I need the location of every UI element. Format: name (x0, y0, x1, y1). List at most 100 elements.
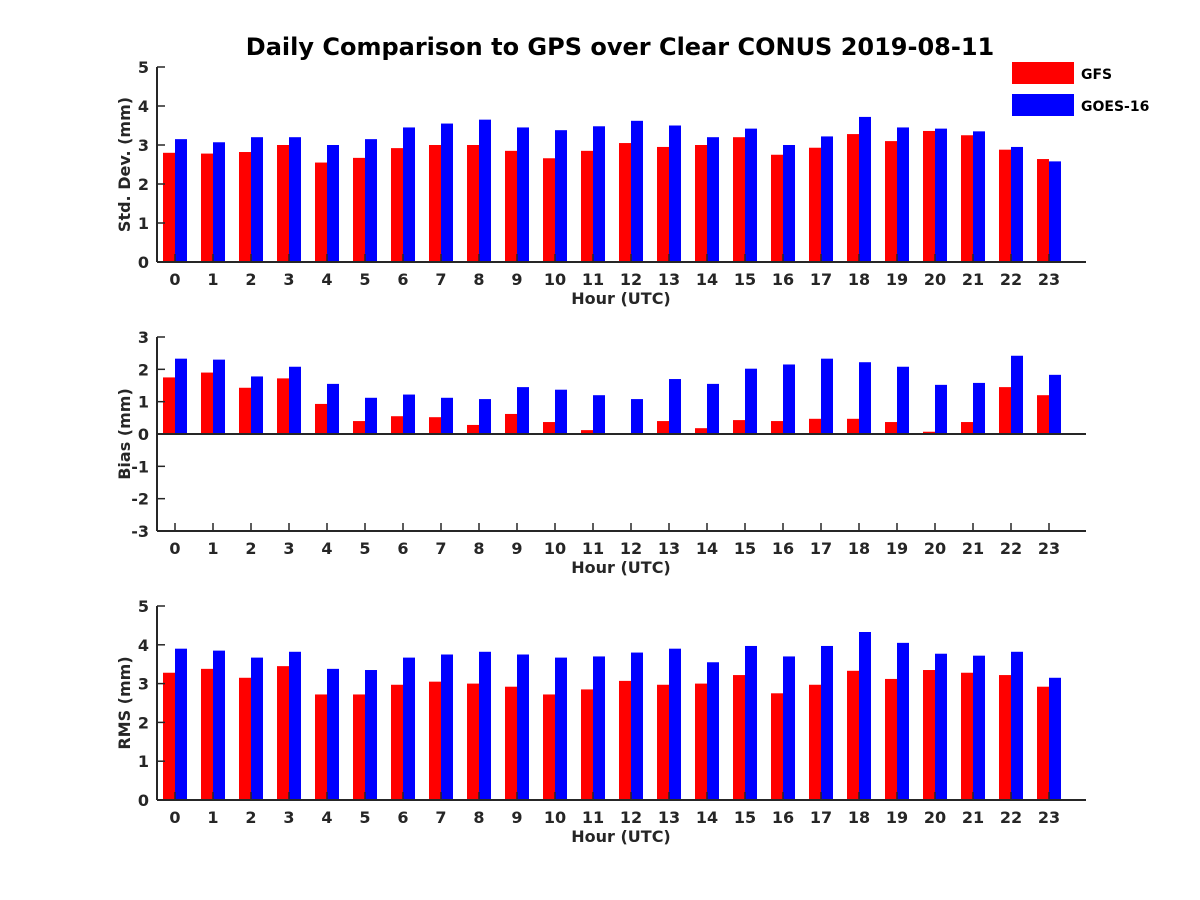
bias-x-tick-label: 15 (734, 539, 756, 558)
bias-x-axis-label: Hour (UTC) (571, 558, 671, 577)
std-dev-x-tick-label: 22 (1000, 270, 1022, 289)
std-dev-x-tick-label: 1 (207, 270, 218, 289)
bias-bar-gfs-11 (581, 430, 593, 434)
std-dev-bar-gfs-22 (999, 149, 1011, 262)
bias-y-axis-label: Bias (mm) (115, 388, 134, 480)
legend-label-gfs: GFS (1081, 67, 1112, 83)
std-dev-bar-goes16-0 (175, 139, 187, 262)
bias-bar-goes16-22 (1011, 355, 1023, 434)
bias-bar-goes16-9 (517, 387, 529, 434)
rms-x-tick-label: 21 (962, 808, 984, 827)
std-dev-bar-goes16-2 (251, 137, 263, 262)
std-dev-x-tick-label: 14 (696, 270, 718, 289)
bias-x-tick-label: 1 (207, 539, 218, 558)
bias-bar-goes16-11 (593, 395, 605, 434)
bias-bar-gfs-5 (353, 421, 365, 434)
std-dev-x-tick-label: 13 (658, 270, 680, 289)
bias-bar-gfs-0 (163, 377, 175, 434)
bias-y-tick-label: 0 (138, 425, 149, 444)
std-dev-bar-goes16-23 (1049, 161, 1061, 262)
std-dev-bar-goes16-20 (935, 128, 947, 262)
std-dev-x-tick-label: 5 (359, 270, 370, 289)
rms-bar-gfs-14 (695, 683, 707, 800)
rms-x-tick-label: 10 (544, 808, 566, 827)
std-dev-bar-gfs-2 (239, 152, 251, 262)
bias-x-tick-label: 5 (359, 539, 370, 558)
std-dev-bar-goes16-15 (745, 128, 757, 262)
rms-x-tick-label: 4 (321, 808, 332, 827)
std-dev-bar-gfs-5 (353, 157, 365, 262)
rms-x-tick-label: 20 (924, 808, 946, 827)
bias-bar-gfs-6 (391, 416, 403, 434)
legend-label-goes16: GOES-16 (1081, 99, 1149, 115)
rms-bar-goes16-15 (745, 645, 757, 800)
std-dev-bar-goes16-5 (365, 139, 377, 262)
rms-x-tick-label: 9 (511, 808, 522, 827)
std-dev-x-tick-label: 19 (886, 270, 908, 289)
bias-bar-goes16-1 (213, 359, 225, 434)
std-dev-x-tick-label: 16 (772, 270, 794, 289)
rms-bar-goes16-5 (365, 670, 377, 800)
std-dev-bar-gfs-12 (619, 143, 631, 262)
bias-x-tick-label: 14 (696, 539, 718, 558)
std-dev-x-tick-label: 15 (734, 270, 756, 289)
bias-bar-goes16-15 (745, 368, 757, 434)
std-dev-bar-goes16-4 (327, 145, 339, 262)
bias-x-tick-label: 9 (511, 539, 522, 558)
rms-x-tick-label: 18 (848, 808, 870, 827)
std-dev-bar-goes16-21 (973, 131, 985, 262)
bias-bar-gfs-19 (885, 422, 897, 434)
bias-x-tick-label: 23 (1038, 539, 1060, 558)
rms-x-axis-label: Hour (UTC) (571, 827, 671, 846)
bias-y-tick-label: -1 (131, 457, 149, 476)
bias-x-tick-label: 19 (886, 539, 908, 558)
std-dev-x-tick-label: 10 (544, 270, 566, 289)
std-dev-x-tick-label: 9 (511, 270, 522, 289)
rms-x-tick-label: 16 (772, 808, 794, 827)
bias-bar-gfs-9 (505, 413, 517, 434)
std-dev-bar-gfs-23 (1037, 159, 1049, 262)
rms-bar-goes16-8 (479, 651, 491, 800)
std-dev-bar-goes16-3 (289, 137, 301, 262)
bias-bar-goes16-5 (365, 397, 377, 434)
bias-bar-gfs-15 (733, 420, 745, 434)
bias-bar-goes16-8 (479, 399, 491, 434)
rms-bar-gfs-18 (847, 670, 859, 800)
std-dev-bar-goes16-6 (403, 127, 415, 262)
bias-bar-goes16-7 (441, 397, 453, 434)
bias-y-tick-label: 3 (138, 328, 149, 347)
rms-bar-goes16-4 (327, 668, 339, 800)
std-dev-bar-gfs-3 (277, 145, 289, 262)
rms-x-tick-label: 14 (696, 808, 718, 827)
bias-bar-gfs-22 (999, 387, 1011, 434)
rms-bar-goes16-2 (251, 657, 263, 800)
bias-bar-goes16-4 (327, 383, 339, 434)
bias-bar-goes16-3 (289, 366, 301, 434)
std-dev-y-tick-label: 2 (138, 175, 149, 194)
std-dev-bar-gfs-11 (581, 150, 593, 262)
rms-bar-goes16-22 (1011, 651, 1023, 800)
rms-bar-gfs-15 (733, 675, 745, 800)
std-dev-bar-gfs-16 (771, 154, 783, 262)
std-dev-bar-goes16-18 (859, 116, 871, 262)
bias-x-tick-label: 10 (544, 539, 566, 558)
rms-bar-goes16-7 (441, 654, 453, 800)
rms-bar-gfs-19 (885, 678, 897, 800)
rms-bar-gfs-7 (429, 681, 441, 800)
rms-bar-gfs-3 (277, 666, 289, 800)
legend: GFS GOES-16 (1012, 62, 1149, 116)
rms-bar-gfs-17 (809, 684, 821, 800)
std-dev-bar-goes16-22 (1011, 146, 1023, 262)
rms-bar-goes16-19 (897, 642, 909, 800)
rms-bar-goes16-17 (821, 645, 833, 800)
rms-x-tick-label: 22 (1000, 808, 1022, 827)
std-dev-bar-gfs-15 (733, 137, 745, 262)
rms-x-tick-label: 7 (435, 808, 446, 827)
rms-bar-goes16-9 (517, 654, 529, 800)
bias-bar-goes16-21 (973, 382, 985, 434)
std-dev-x-tick-label: 3 (283, 270, 294, 289)
chart-title: Daily Comparison to GPS over Clear CONUS… (246, 33, 994, 61)
rms-bar-goes16-16 (783, 656, 795, 800)
